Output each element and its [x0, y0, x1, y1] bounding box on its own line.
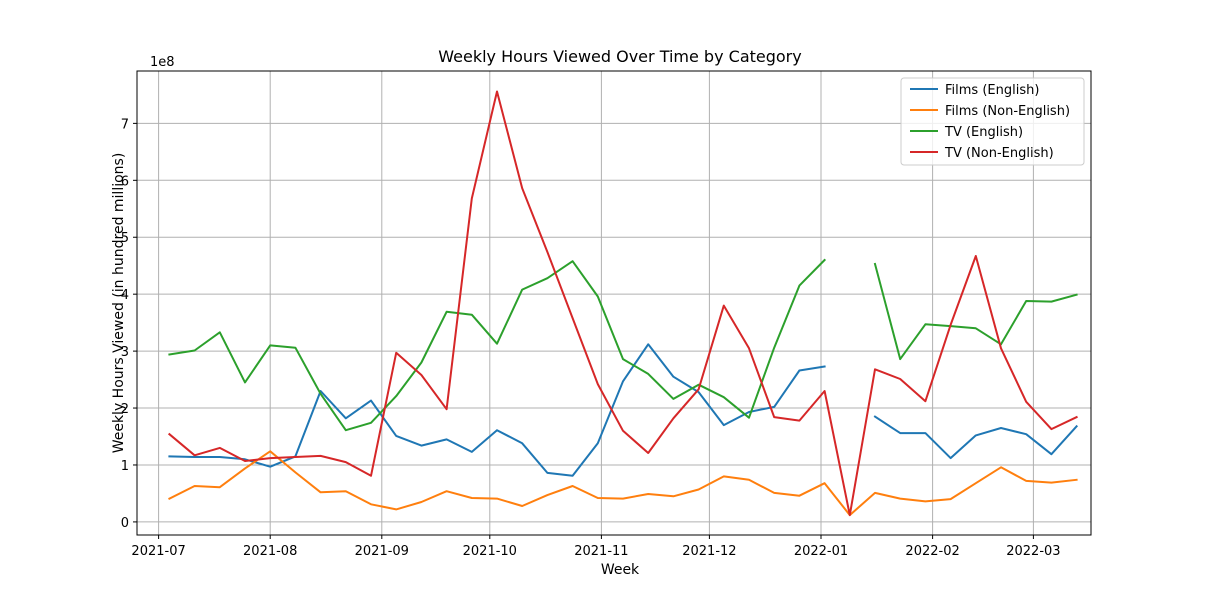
x-tick-label: 2022-03 — [1006, 544, 1060, 559]
y-tick-label: 5 — [121, 231, 129, 246]
series-line-films-non-english — [168, 450, 1078, 517]
y-axis-title: Weekly Hours Viewed (in hundred millions… — [111, 153, 127, 454]
y-tick-label: 2 — [121, 402, 129, 417]
x-tick-label: 2021-11 — [574, 544, 628, 559]
y-axis-offset-label: 1e8 — [150, 55, 175, 70]
chart-title: Weekly Hours Viewed Over Time by Categor… — [438, 47, 801, 66]
plot-frame — [136, 70, 1092, 536]
y-axis: 0 1 2 3 4 5 6 7 — [121, 117, 137, 531]
x-tick-label: 2021-10 — [463, 544, 517, 559]
x-tick-label: 2021-12 — [682, 544, 736, 559]
legend-label-films-non-english: Films (Non-English) — [945, 104, 1070, 119]
y-tick-label: 7 — [121, 117, 129, 132]
y-tick-label: 4 — [121, 288, 129, 303]
legend: Films (English) Films (Non-English) TV (En… — [900, 77, 1085, 166]
y-tick-label: 1 — [121, 459, 129, 474]
legend-box — [900, 77, 1085, 166]
x-tick-label: 2022-02 — [905, 544, 959, 559]
x-tick-label: 2021-07 — [131, 544, 185, 559]
series-line-films-english — [168, 343, 1079, 477]
legend-label-tv-english: TV (English) — [944, 125, 1023, 140]
series-line-tv-english — [168, 258, 1078, 432]
y-tick-label: 6 — [121, 174, 129, 189]
legend-label-tv-non-english: TV (Non-English) — [944, 146, 1054, 161]
x-axis-title: Week — [601, 562, 640, 578]
x-tick-label: 2022-01 — [794, 544, 848, 559]
y-tick-label: 3 — [121, 345, 129, 360]
series-line-tv-non-english — [167, 90, 1078, 517]
y-tick-label: 0 — [121, 516, 129, 531]
x-tick-label: 2021-08 — [243, 544, 297, 559]
x-tick-label: 2021-09 — [355, 544, 409, 559]
series-group — [167, 90, 1079, 517]
legend-label-films-english: Films (English) — [945, 83, 1039, 98]
x-axis: 2021-07 2021-08 2021-09 2021-10 2021-11 2021-… — [131, 535, 1061, 559]
